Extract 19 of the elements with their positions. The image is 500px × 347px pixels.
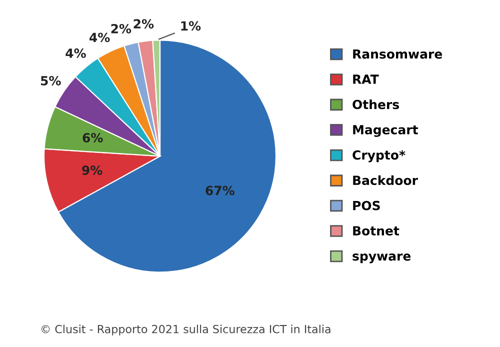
legend-label: Botnet (353, 226, 400, 236)
legend-label: Magecart (353, 125, 418, 137)
legend-label: Backdoor (353, 175, 418, 186)
legend-label: POS (353, 200, 380, 210)
data-label: 2% (134, 19, 154, 29)
data-label: 1% (181, 21, 201, 31)
data-label: 4% (90, 32, 110, 42)
legend-label: spyware (352, 254, 411, 264)
legend-label: Ransomware (353, 49, 442, 59)
legend-label: Others (352, 100, 399, 110)
data-label: 9% (82, 166, 102, 175)
text: © Clusit - Rapporto 2021 sulla Sicurezza ICT in Italia (42, 324, 330, 336)
legend-label: RAT (353, 74, 379, 84)
data-label: 4% (66, 48, 86, 58)
data-label: 2% (111, 24, 132, 34)
data-label: 5% (40, 76, 61, 86)
data-label: 6% (82, 133, 103, 142)
data-label: 67% (206, 186, 234, 196)
legend-label: Crypto* (352, 150, 406, 162)
